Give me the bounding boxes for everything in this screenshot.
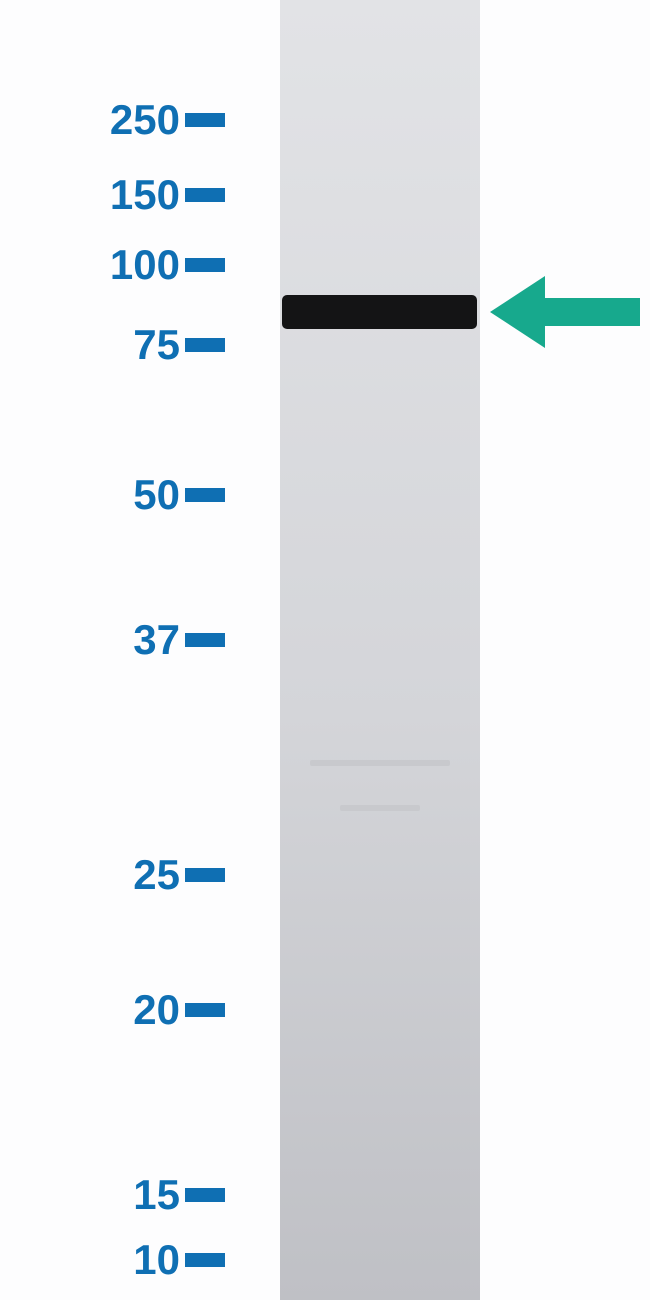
mw-marker-tick <box>185 1253 225 1267</box>
mw-marker-label: 150 <box>20 171 180 219</box>
mw-marker-label: 250 <box>20 96 180 144</box>
mw-marker-tick <box>185 188 225 202</box>
mw-marker-label: 25 <box>20 851 180 899</box>
mw-marker-label: 100 <box>20 241 180 289</box>
mw-marker-tick <box>185 633 225 647</box>
faint-band <box>340 805 420 811</box>
mw-marker-tick <box>185 338 225 352</box>
mw-marker-tick <box>185 488 225 502</box>
mw-marker-tick <box>185 1188 225 1202</box>
mw-marker-tick <box>185 1003 225 1017</box>
mw-marker-label: 50 <box>20 471 180 519</box>
mw-marker-label: 10 <box>20 1236 180 1284</box>
mw-marker-label: 20 <box>20 986 180 1034</box>
band-arrow-icon <box>490 276 640 348</box>
blot-canvas: 250 150 100 75 50 37 25 20 15 10 <box>0 0 650 1300</box>
mw-marker-label: 75 <box>20 321 180 369</box>
mw-marker-tick <box>185 113 225 127</box>
mw-marker-label: 15 <box>20 1171 180 1219</box>
primary-band <box>282 295 477 329</box>
mw-marker-tick <box>185 868 225 882</box>
blot-lane <box>280 0 480 1300</box>
faint-band <box>310 760 450 766</box>
mw-marker-tick <box>185 258 225 272</box>
mw-marker-label: 37 <box>20 616 180 664</box>
